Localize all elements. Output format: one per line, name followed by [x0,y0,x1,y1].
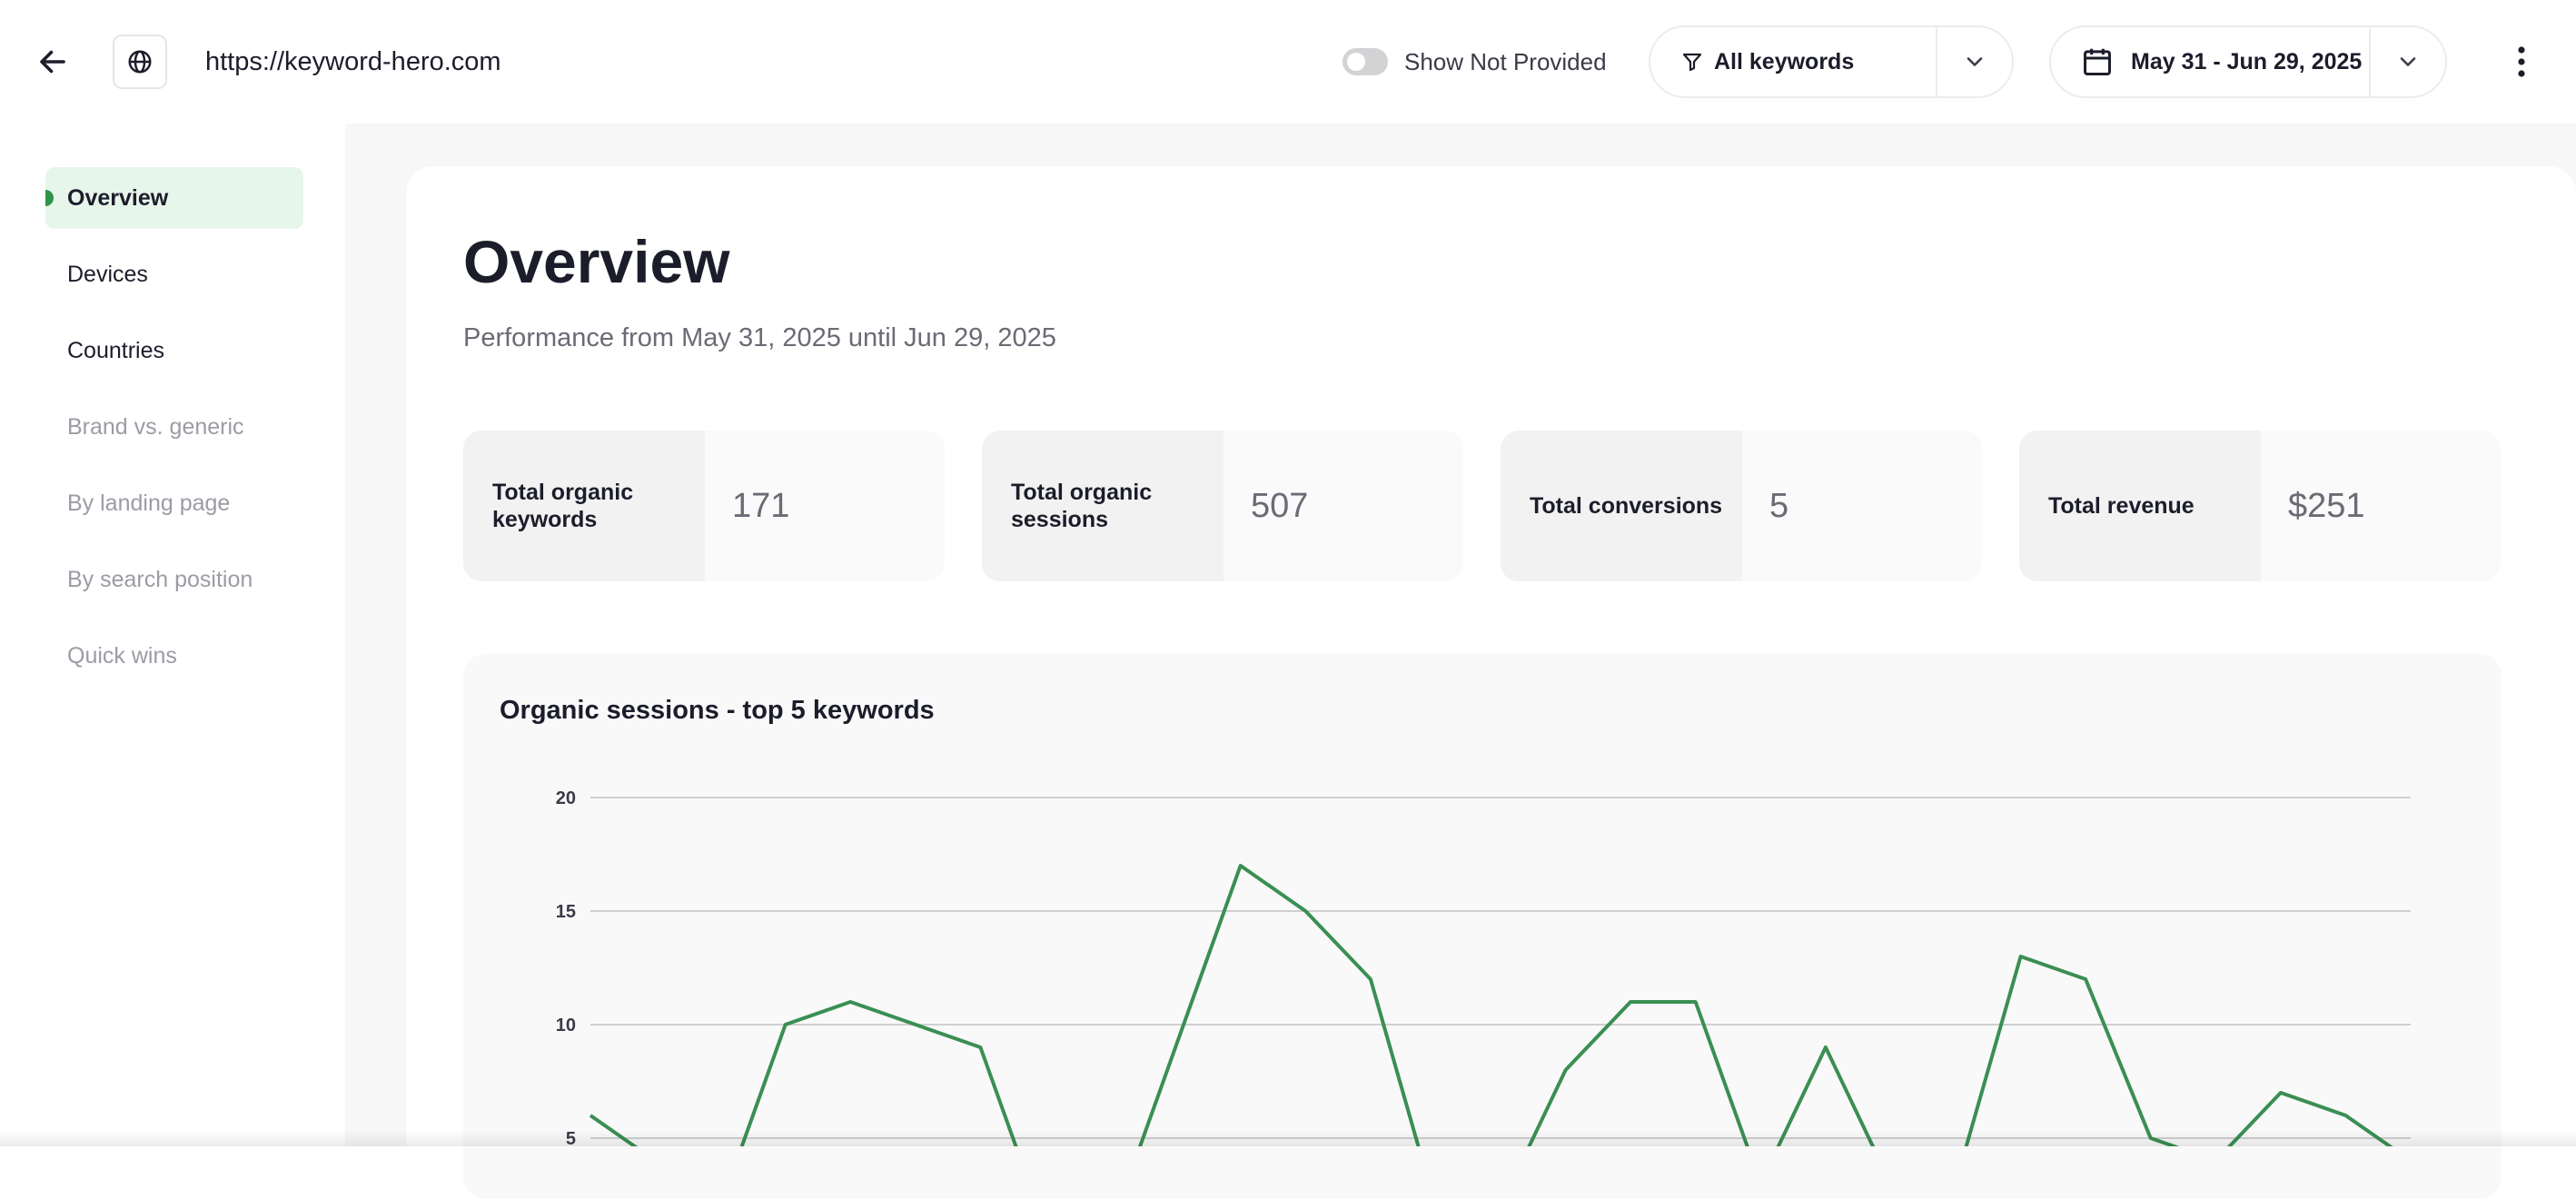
series-line-0 [589,864,2393,1146]
date-range-picker[interactable]: May 31 - Jun 29, 2025 [2049,25,2447,98]
stat-total-conversions: Total conversions 5 [1501,431,1982,581]
stat-total-revenue: Total revenue $251 [2019,431,2501,581]
stat-label: Total revenue [2019,431,2261,581]
page-title: Overview [463,228,730,295]
keyword-filter-toggle[interactable] [1937,27,2012,96]
sidebar-item-countries[interactable]: Countries [67,337,164,363]
stat-label: Total organic sessions [982,431,1224,581]
toggle-switch[interactable] [1342,48,1388,75]
page-subtitle: Performance from May 31, 2025 until Jun … [463,323,1056,352]
site-globe-button[interactable] [113,35,167,89]
chevron-down-icon [1967,57,1983,66]
stat-label: Total organic keywords [463,431,705,581]
scroll-fade [0,1130,2576,1146]
sidebar-item-quick-wins[interactable]: Quick wins [67,642,177,669]
more-options-button[interactable] [2503,36,2540,87]
stat-total-organic-sessions: Total organic sessions 507 [982,431,1463,581]
sidebar-item-overview[interactable]: Overview [45,167,303,229]
toggle-label: Show Not Provided [1404,47,1607,75]
y-tick-label: 5 [566,1129,576,1146]
sidebar-item-devices[interactable]: Devices [67,261,148,287]
back-button[interactable] [27,36,78,87]
stat-total-organic-keywords: Total organic keywords 171 [463,431,945,581]
stat-label: Total conversions [1501,431,1742,581]
keyword-filter-label: All keywords [1714,48,1855,74]
sidebar-item-brand-vs-generic[interactable]: Brand vs. generic [67,413,244,440]
more-vertical-icon [2518,46,2525,77]
show-not-provided-toggle[interactable]: Show Not Provided [1342,44,1607,80]
chart-panel [463,654,2502,1199]
y-tick-label: 20 [556,788,576,808]
chevron-down-icon [2400,57,2416,66]
chart-title: Organic sessions - top 5 keywords [500,696,935,725]
site-url: https://keyword-hero.com [205,47,501,76]
filter-icon [1682,53,1702,72]
stat-value: 5 [1769,486,1789,525]
date-range-label: May 31 - Jun 29, 2025 [2131,48,2363,74]
top-bar: https://keyword-hero.com Show Not Provid… [0,0,2576,124]
organic-sessions-chart: 20 15 10 5 [556,788,2411,1146]
sidebar-item-by-search-position[interactable]: By search position [67,566,253,592]
y-tick-label: 15 [556,902,576,922]
sidebar: Overview Devices Countries Brand vs. gen… [0,124,345,1146]
date-range-toggle[interactable] [2371,27,2445,96]
calendar-icon [2084,48,2111,75]
globe-icon [128,50,152,74]
stat-value: 171 [732,486,790,525]
stat-value: $251 [2288,486,2365,525]
sidebar-item-by-landing-page[interactable]: By landing page [67,490,231,516]
stat-value: 507 [1251,486,1309,525]
keyword-filter-dropdown[interactable]: All keywords [1649,25,2014,98]
y-tick-label: 10 [556,1016,576,1036]
arrow-left-icon [40,50,65,74]
